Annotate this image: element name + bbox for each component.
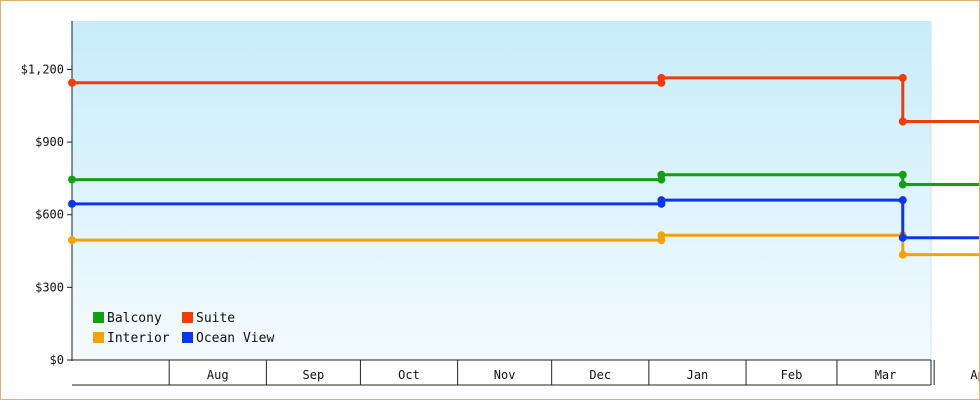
x-tick-label: Mar — [875, 368, 897, 382]
data-point — [898, 73, 907, 82]
data-point — [898, 117, 907, 126]
y-tick-label: $0 — [50, 353, 64, 367]
data-point — [898, 233, 907, 242]
data-point — [68, 236, 76, 245]
data-point — [898, 170, 907, 179]
series-line-interior — [72, 233, 980, 257]
legend-label: Suite — [196, 311, 235, 326]
data-point — [68, 78, 76, 87]
x-tick-label: Oct — [398, 368, 420, 382]
legend-swatch — [93, 332, 104, 343]
legend-swatch — [182, 312, 193, 323]
x-tick-label: Nov — [494, 368, 516, 382]
data-point — [898, 250, 907, 259]
legend-label: Ocean View — [196, 331, 274, 346]
legend-swatch — [182, 332, 193, 343]
legend-swatch — [93, 312, 104, 323]
data-point — [68, 199, 76, 208]
data-point — [898, 196, 907, 205]
x-tick-label: Dec — [589, 368, 611, 382]
y-tick-label: $600 — [35, 208, 64, 222]
y-tick-label: $300 — [35, 280, 64, 294]
data-point — [68, 175, 76, 184]
series-line-balcony — [72, 173, 980, 186]
data-point — [898, 180, 907, 189]
data-point — [657, 73, 666, 82]
x-tick-label: Jan — [687, 368, 709, 382]
legend-label: Balcony — [107, 311, 162, 326]
x-tick-label: Sep — [303, 368, 325, 382]
data-point — [657, 170, 666, 179]
plot-area — [72, 21, 931, 360]
data-point — [657, 231, 666, 240]
series-line-ocean-view — [72, 198, 980, 240]
x-tick-label: Feb — [781, 368, 803, 382]
y-tick-label: $900 — [35, 135, 64, 149]
y-tick-label: $1,200 — [21, 62, 64, 76]
x-tick-label: Apr — [970, 368, 979, 382]
data-point — [657, 196, 666, 205]
legend-label: Interior — [107, 331, 170, 346]
x-tick-label: Aug — [207, 368, 229, 382]
